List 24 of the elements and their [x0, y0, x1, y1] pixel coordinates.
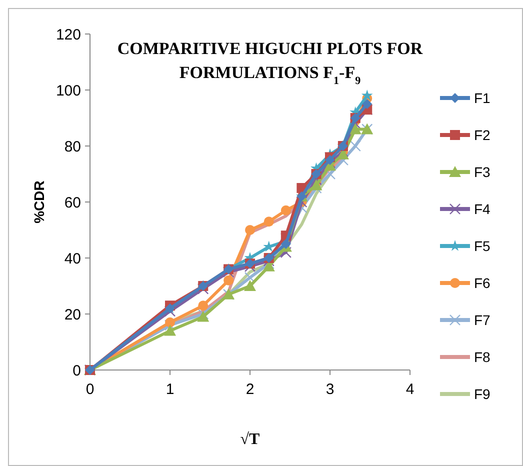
y-tick-label: 20	[64, 306, 81, 324]
legend-label: F1	[474, 90, 491, 106]
legend-label: F9	[474, 386, 491, 402]
y-tick-label: 120	[56, 26, 81, 44]
legend-label: F5	[474, 238, 491, 254]
x-axis-title: √T	[240, 431, 260, 448]
y-tick-label: 80	[64, 138, 81, 156]
x-tick-label: 2	[246, 381, 254, 398]
x-tick-label: 3	[326, 381, 334, 398]
y-axis-title: %CDR	[31, 180, 47, 224]
y-tick-label: 60	[64, 194, 81, 212]
legend-label: F2	[474, 126, 491, 143]
y-tick-label: 0	[72, 362, 81, 380]
legend-label: F4	[474, 200, 491, 217]
text: COMPARITIVE HIGUCHI PLOTS FOR FORMULATIONS F$_{1}$-F$_{9}$	[117, 39, 424, 87]
legend-label: F7	[474, 312, 491, 328]
legend-label: F8	[474, 348, 491, 365]
x-tick-label: 1	[166, 381, 174, 398]
y-tick-label: 40	[64, 250, 81, 268]
x-tick-label: 0	[86, 381, 94, 398]
y-tick-label: 100	[56, 82, 81, 100]
x-tick-label: 4	[406, 381, 414, 398]
legend-label: F3	[474, 164, 491, 180]
legend-label: F6	[474, 274, 491, 291]
